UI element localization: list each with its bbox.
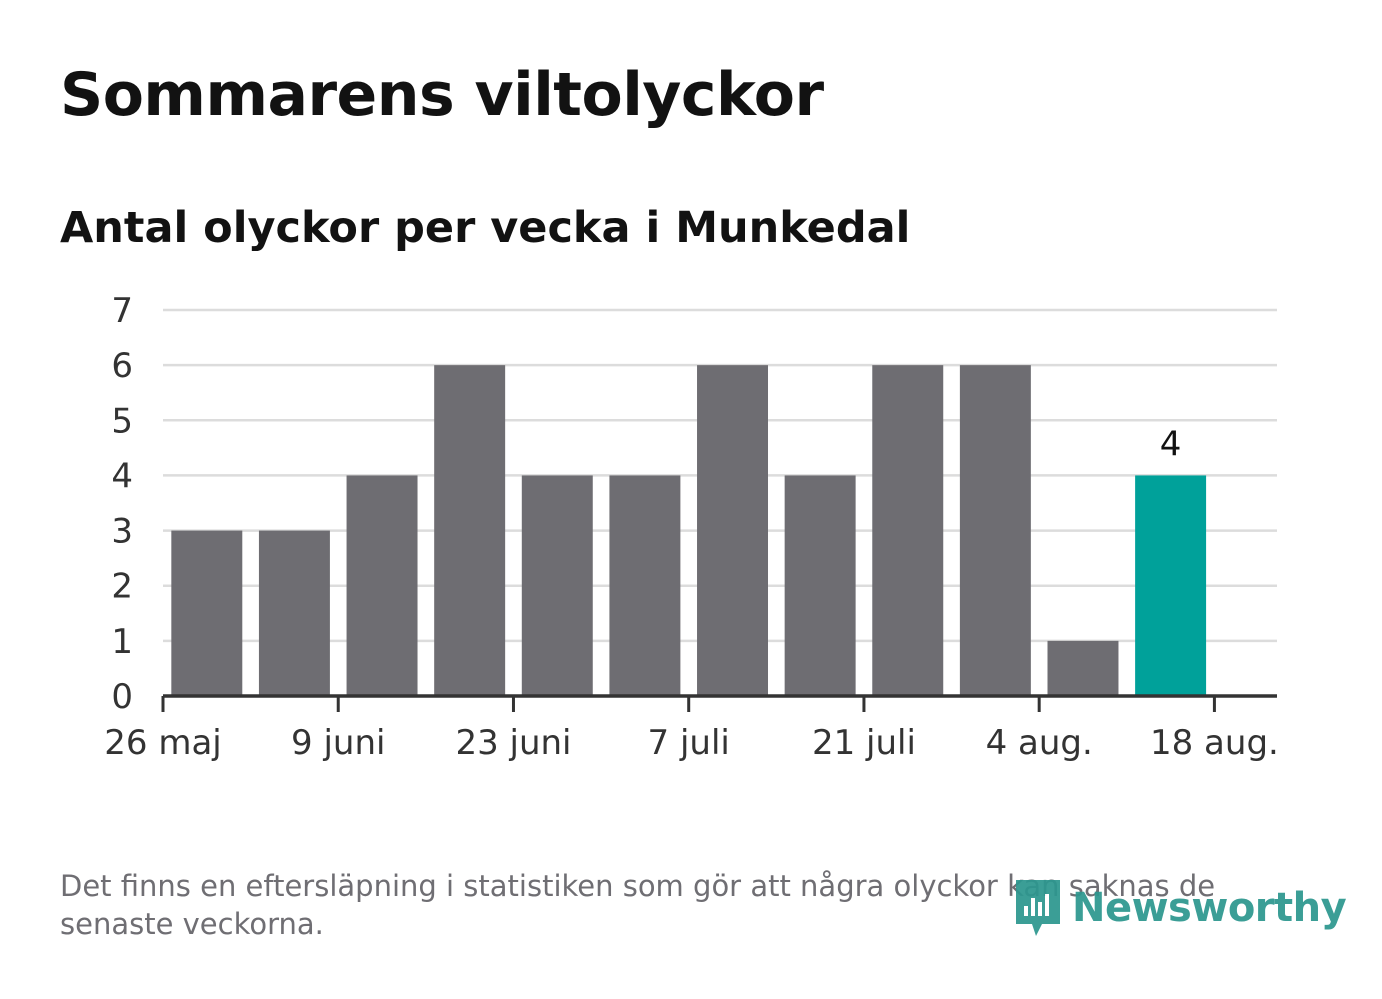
bar xyxy=(1135,475,1207,696)
bar xyxy=(872,365,944,696)
x-tick-label: 7 juli xyxy=(648,723,730,763)
bar-chart: 0 1 2 3 4 5 6 7 4 26 maj 9 juni 23 juni 7 juli 21 j… xyxy=(104,291,1279,763)
bars xyxy=(171,365,1207,696)
y-tick-label: 1 xyxy=(111,622,133,662)
bar xyxy=(959,365,1031,696)
y-tick-label: 6 xyxy=(111,346,133,386)
brand-logo: Newsworthy xyxy=(1012,876,1347,940)
bar xyxy=(609,475,681,696)
data-labels: 4 xyxy=(1160,424,1182,464)
bar xyxy=(346,475,418,696)
newsworthy-logo-icon xyxy=(1016,880,1060,936)
x-tick-label: 4 aug. xyxy=(986,723,1093,763)
chart-subtitle: Antal olyckor per vecka i Munkedal xyxy=(60,203,911,253)
bar xyxy=(434,365,506,696)
bar xyxy=(521,475,593,696)
bar xyxy=(171,530,243,696)
bar xyxy=(784,475,856,696)
data-label: 4 xyxy=(1160,424,1182,464)
y-tick-label: 5 xyxy=(111,401,133,441)
y-tick-label: 3 xyxy=(111,512,133,552)
x-axis-tick-labels: 26 maj 9 juni 23 juni 7 juli 21 juli 4 aug. 18… xyxy=(104,723,1279,763)
chart-title: Sommarens viltolyckor xyxy=(60,60,824,130)
x-tick-label: 18 aug. xyxy=(1150,723,1279,763)
x-tick-label: 21 juli xyxy=(812,723,916,763)
y-tick-label: 0 xyxy=(111,677,133,717)
y-axis-tick-labels: 0 1 2 3 4 5 6 7 xyxy=(111,291,133,717)
bar xyxy=(258,530,330,696)
y-tick-label: 7 xyxy=(111,291,133,331)
y-tick-label: 4 xyxy=(111,456,133,496)
brand-name: Newsworthy xyxy=(1072,885,1347,931)
x-axis xyxy=(161,694,1277,712)
y-tick-label: 2 xyxy=(111,567,133,607)
x-tick-label: 23 juni xyxy=(455,723,571,763)
bar xyxy=(697,365,769,696)
x-tick-label: 26 maj xyxy=(104,723,221,763)
x-tick-label: 9 juni xyxy=(291,723,385,763)
bar xyxy=(1047,640,1119,696)
